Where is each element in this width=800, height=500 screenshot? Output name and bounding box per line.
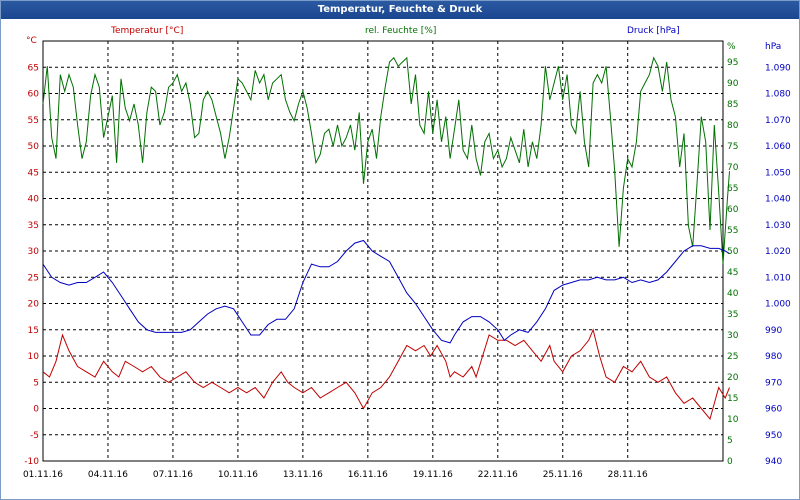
humidity-tick-label: 15 [727, 394, 738, 404]
humidity-tick-label: 10 [727, 415, 739, 425]
pressure-tick-label: 990 [765, 326, 782, 336]
humidity-tick-label: 90 [727, 79, 739, 89]
pressure-tick-label: 1.080 [765, 90, 791, 100]
x-tick-label: 28.11.16 [608, 470, 648, 480]
temperature-tick-label: -10 [24, 457, 39, 467]
humidity-line [42, 56, 730, 264]
x-tick-label: 10.11.16 [218, 470, 258, 480]
pressure-tick-label: 1.000 [765, 300, 791, 310]
temperature-line [42, 328, 730, 421]
pressure-tick-label: 950 [765, 431, 782, 441]
pressure-series-label: Druck [hPa] [627, 26, 680, 36]
humidity-tick-label: 25 [727, 352, 738, 362]
window-title: Temperatur, Feuchte & Druck [1, 1, 799, 19]
axis-headers: °C Temperatur [°C] rel. Feuchte [%] Druc… [26, 26, 781, 52]
humidity-tick-label: 65 [727, 184, 738, 194]
pressure-tick-label: 1.050 [765, 168, 791, 178]
humidity-unit: % [727, 42, 736, 52]
x-tick-label: 19.11.16 [413, 470, 453, 480]
x-tick-label: 22.11.16 [478, 470, 518, 480]
x-tick-label: 25.11.16 [543, 470, 583, 480]
temperature-tick-label: 30 [28, 247, 40, 257]
humidity-tick-label: 35 [727, 310, 738, 320]
humidity-tick-label: 20 [727, 373, 739, 383]
series-layer [42, 56, 730, 421]
temperature-tick-label: 65 [28, 63, 39, 73]
humidity-tick-label: 30 [727, 331, 739, 341]
humidity-tick-label: 45 [727, 268, 738, 278]
humidity-tick-label: 40 [727, 289, 739, 299]
humidity-tick-label: 55 [727, 226, 738, 236]
temperature-tick-label: 50 [28, 142, 40, 152]
humidity-series-label: rel. Feuchte [%] [365, 26, 436, 36]
humidity-tick-label: 0 [727, 457, 733, 467]
humidity-tick-label: 85 [727, 100, 738, 110]
temperature-tick-label: 0 [33, 405, 39, 415]
temperature-tick-label: 55 [28, 116, 39, 126]
grid-lines [43, 41, 723, 461]
temperature-tick-label: 25 [28, 273, 39, 283]
pressure-tick-label: 970 [765, 378, 782, 388]
temperature-series-label: Temperatur [°C] [110, 26, 183, 36]
chart-canvas: °C Temperatur [°C] rel. Feuchte [%] Druc… [23, 26, 791, 480]
pressure-tick-label: 940 [765, 457, 782, 467]
humidity-tick-label: 60 [727, 205, 739, 215]
pressure-tick-label: 1.070 [765, 116, 791, 126]
x-tick-label: 01.11.16 [23, 470, 63, 480]
temperature-tick-label: 35 [28, 221, 39, 231]
pressure-tick-label: 1.090 [765, 63, 791, 73]
pressure-tick-label: 1.040 [765, 195, 791, 205]
temperature-tick-label: 10 [28, 352, 40, 362]
pressure-tick-label: 1.060 [765, 142, 791, 152]
humidity-tick-label: 50 [727, 247, 739, 257]
pressure-tick-label: 980 [765, 352, 782, 362]
pressure-tick-label: 1.010 [765, 273, 791, 283]
temperature-tick-label: 45 [28, 168, 39, 178]
temperature-tick-label: 15 [28, 326, 39, 336]
tick-labels: -10 -5 0 5 10 15 20 25 30 35 40 45 50 55 60 65 0 5 10 15 20 2… [23, 58, 791, 480]
temperature-tick-label: -5 [30, 431, 39, 441]
pressure-tick-label: 960 [765, 405, 782, 415]
pressure-tick-label: 1.030 [765, 221, 791, 231]
x-tick-label: 07.11.16 [153, 470, 193, 480]
temperature-unit: °C [26, 36, 37, 46]
pressure-unit: hPa [765, 42, 781, 52]
x-tick-label: 16.11.16 [348, 470, 388, 480]
humidity-tick-label: 75 [727, 142, 738, 152]
pressure-tick-label: 1.020 [765, 247, 791, 257]
humidity-tick-label: 70 [727, 163, 739, 173]
temperature-tick-label: 20 [28, 300, 40, 310]
x-tick-label: 04.11.16 [88, 470, 128, 480]
temperature-tick-label: 5 [33, 378, 39, 388]
temperature-tick-label: 40 [28, 195, 40, 205]
x-tick-label: 13.11.16 [283, 470, 323, 480]
temperature-tick-label: 60 [28, 90, 40, 100]
humidity-tick-label: 80 [727, 121, 739, 131]
humidity-tick-label: 5 [727, 436, 733, 446]
pressure-line [42, 239, 730, 344]
humidity-tick-label: 95 [727, 58, 738, 68]
